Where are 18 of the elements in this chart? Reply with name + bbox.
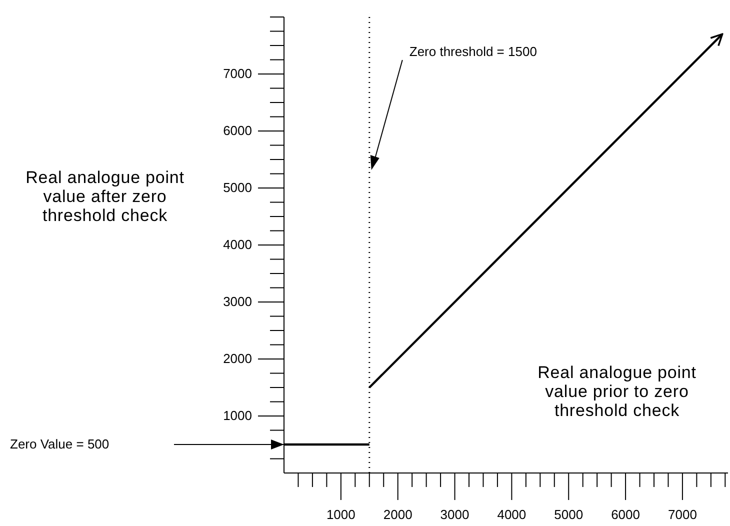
x-axis-title: Real analogue point value prior to zero threshold check (536, 363, 698, 420)
y-tick-label: 6000 (223, 123, 252, 138)
x-tick-label: 2000 (383, 507, 412, 522)
y-tick-label: 2000 (223, 351, 252, 366)
x-tick-label: 1000 (326, 507, 356, 522)
y-tick-label: 1000 (223, 408, 252, 423)
x-tick-label: 6000 (611, 507, 640, 522)
x-tick-label: 4000 (497, 507, 526, 522)
text: Zero Value = 500 (10, 436, 110, 452)
ref-line-label: Zero threshold = 1500 (409, 44, 537, 59)
x-tick-label: 7000 (668, 507, 697, 522)
x-tick-label: 5000 (554, 507, 584, 522)
y-tick-label: 3000 (223, 294, 252, 309)
x-tick-label: 3000 (440, 507, 470, 522)
y-tick-label: 7000 (223, 66, 252, 81)
y-tick-label: 4000 (223, 237, 252, 252)
y-axis-title: Real analogue point value after zero threshold check (24, 168, 186, 225)
y-tick-label: 5000 (223, 180, 252, 195)
